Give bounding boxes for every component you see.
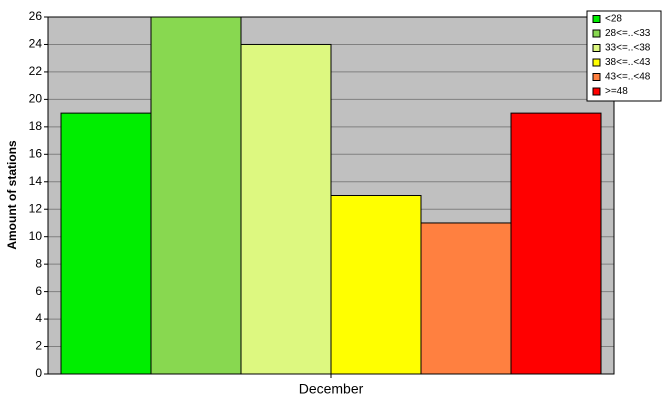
y-tick-label: 26 [29,9,43,23]
y-tick-label: 2 [35,339,42,353]
bar [240,43,332,375]
legend-box [586,10,662,102]
y-tick-label: 8 [35,256,42,270]
plot-border [47,16,615,375]
legend: <28 28<=..<33 33<=..<38 38<=..<43 43<=..<48 >… [586,10,662,102]
y-tick-label: 10 [29,229,43,243]
y-tick-label: 0 [35,366,42,380]
legend-swatch [592,73,601,81]
legend-label: >=48 [605,86,628,97]
legend-swatch [592,87,601,96]
y-axis-label: Amount of stations [5,140,19,250]
legend-swatch [592,15,601,23]
y-tick-label: 20 [29,92,43,106]
bar [150,16,242,375]
y-tick-label: 14 [29,174,43,188]
y-tick-label: 16 [29,146,43,160]
legend-label: 43<=..<48 [605,72,651,83]
legend-swatch [592,58,601,67]
legend-label: 33<=..<38 [605,43,651,54]
x-tick-label: December [299,381,364,397]
y-tick-label: 22 [29,64,43,78]
legend-label: 38<=..<43 [605,57,651,68]
y-tick-label: 24 [29,37,43,51]
y-tick-label: 4 [35,311,42,325]
bar [510,112,602,375]
legend-label: 28<=..<33 [605,28,651,39]
legend-swatch [592,29,601,38]
y-tick-label: 18 [29,119,43,133]
bar [60,112,152,375]
legend-swatch [592,44,601,52]
y-tick-label: 6 [35,284,42,298]
legend-label: <28 [605,14,622,25]
bar [330,195,422,375]
bar [420,222,512,375]
y-tick-label: 12 [29,201,43,215]
